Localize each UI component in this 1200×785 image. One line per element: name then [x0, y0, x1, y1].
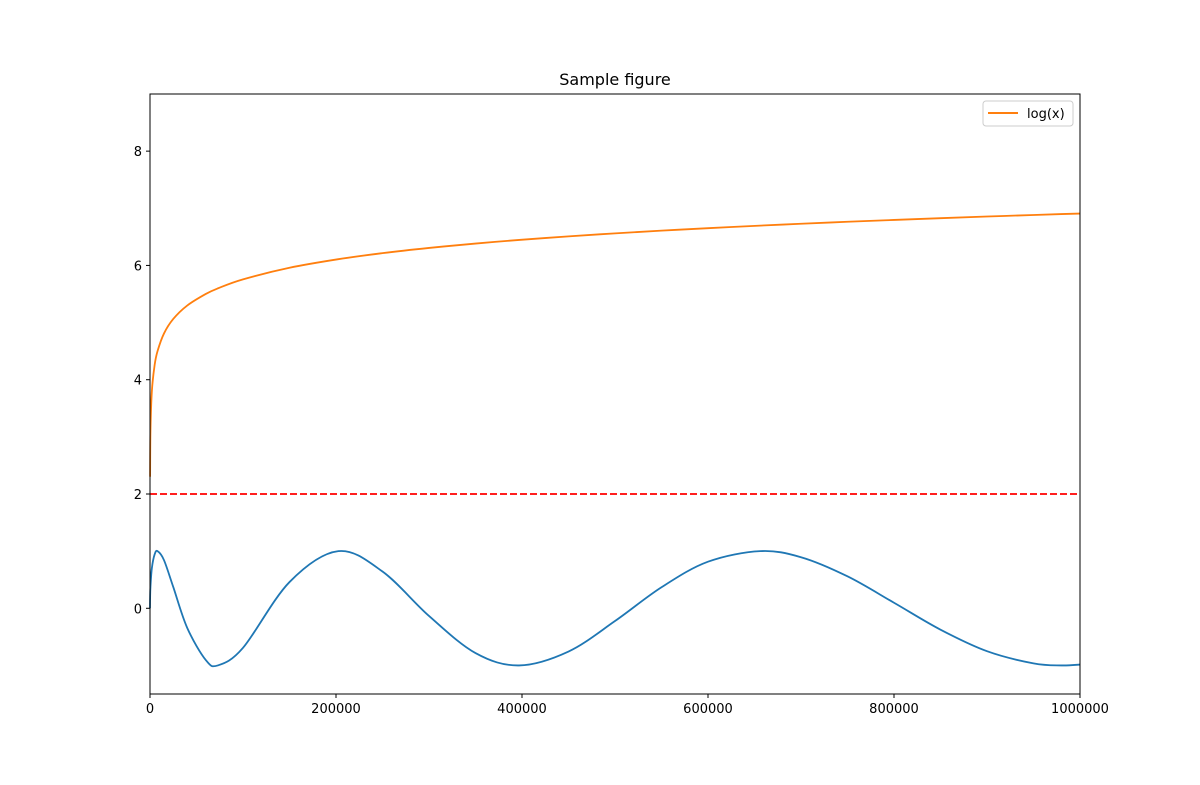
y-tick-label: 0	[134, 602, 142, 617]
x-tick-label: 1000000	[1051, 702, 1109, 717]
chart-title: Sample figure	[559, 70, 671, 89]
y-tick-label: 2	[134, 488, 142, 503]
legend-label-log: log(x)	[1027, 107, 1065, 122]
y-tick-label: 8	[134, 145, 142, 160]
legend: log(x)	[982, 100, 1074, 127]
y-tick-label: 4	[134, 374, 142, 389]
axes-frame	[149, 93, 1081, 695]
x-tick-label: 0	[146, 702, 154, 717]
series-line-sine	[149, 549, 1081, 668]
x-tick-label: 200000	[311, 702, 361, 717]
x-tick-label: 600000	[683, 702, 733, 717]
x-tick-label: 400000	[497, 702, 547, 717]
y-tick-label: 6	[134, 259, 142, 274]
x-tick-label: 800000	[869, 702, 919, 717]
legend-box	[982, 100, 1074, 127]
series-line-log	[149, 212, 1081, 477]
